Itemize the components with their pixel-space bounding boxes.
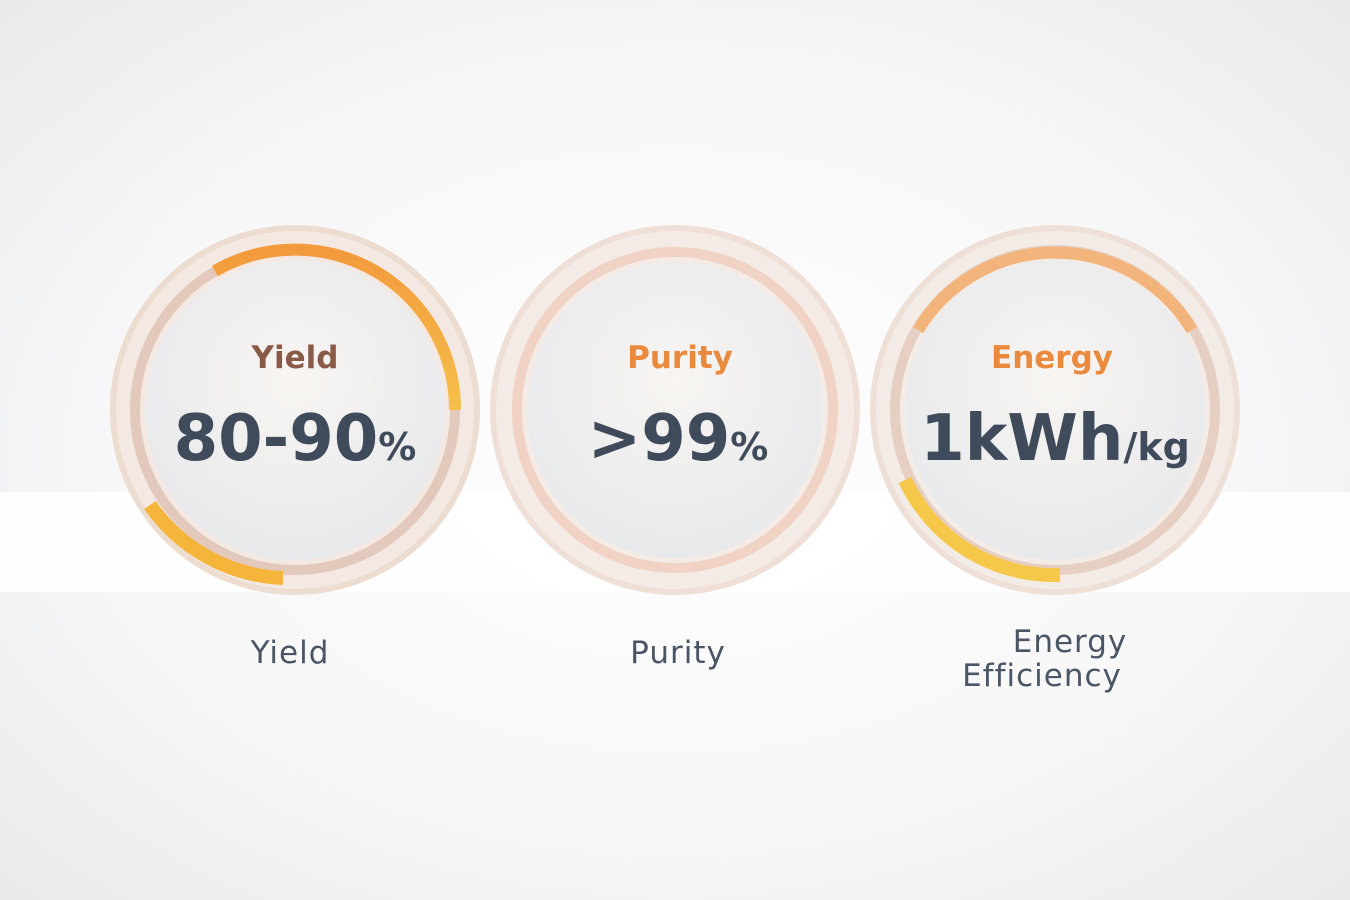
arc bbox=[144, 500, 284, 585]
face bbox=[145, 260, 445, 560]
card-purity: Purity >99% Purity bbox=[490, 225, 860, 671]
card-title: Yield bbox=[251, 340, 339, 376]
arc bbox=[212, 243, 462, 411]
caption: Yield bbox=[250, 635, 330, 671]
value-unit: % bbox=[378, 425, 416, 469]
value-main: 80-90 bbox=[174, 402, 379, 476]
caption: Efficiency bbox=[962, 658, 1122, 694]
value-main: >99 bbox=[588, 402, 731, 476]
card-title: Energy bbox=[991, 340, 1113, 376]
arc bbox=[912, 246, 1198, 334]
card-energy: Energy 1kWh/kg Energy Efficiency bbox=[870, 225, 1240, 694]
value-unit: /kg bbox=[1123, 425, 1189, 469]
face bbox=[527, 262, 823, 558]
caption: Purity bbox=[630, 635, 726, 671]
card-value: >99% bbox=[588, 402, 769, 476]
track bbox=[512, 247, 838, 573]
card-yield: Yield 80-90% Yield bbox=[110, 225, 480, 671]
card-value: 80-90% bbox=[174, 402, 417, 476]
card-title: Purity bbox=[627, 340, 733, 376]
card-value: 1kWh/kg bbox=[920, 402, 1190, 476]
face bbox=[905, 260, 1205, 560]
caption: Energy bbox=[1013, 624, 1128, 660]
arc bbox=[898, 477, 1061, 583]
value-unit: % bbox=[730, 425, 768, 469]
value-main: 1kWh bbox=[920, 402, 1123, 476]
